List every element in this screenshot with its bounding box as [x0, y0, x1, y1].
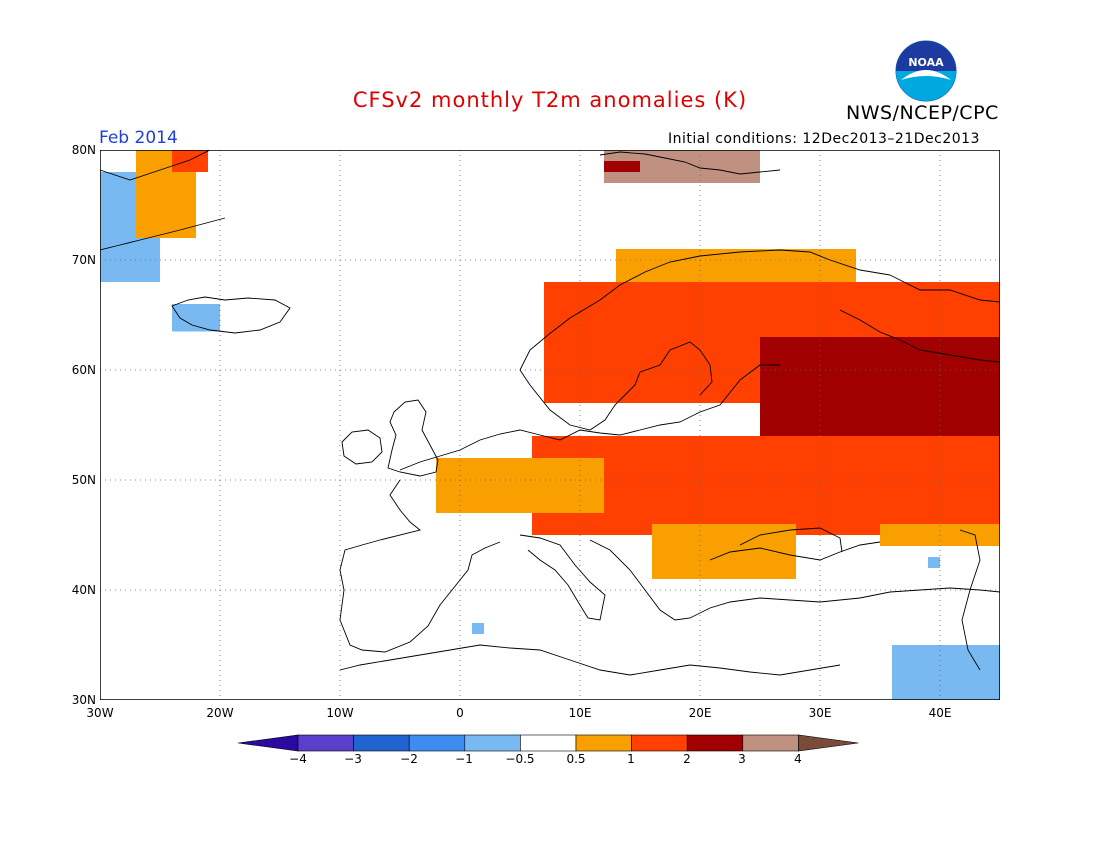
anomaly-region: [172, 304, 220, 332]
anomaly-region: [892, 645, 1000, 700]
legend-label-0-5: 0.5: [566, 752, 586, 766]
agency-label: NWS/NCEP/CPC: [846, 102, 999, 124]
legend-swatch: [353, 734, 410, 752]
legend-label-neg1: −1: [455, 752, 473, 766]
lon-label-30w: 30W: [86, 706, 114, 720]
legend-swatch: [631, 734, 688, 752]
lon-label-10e: 10E: [568, 706, 592, 720]
legend-swatch: [297, 734, 354, 752]
anomaly-region: [472, 623, 484, 634]
legend-label-1: 1: [627, 752, 635, 766]
lat-label-30n: 30N: [71, 693, 96, 707]
lat-label-40n: 40N: [71, 583, 96, 597]
forecast-period: Feb 2014: [99, 128, 178, 148]
legend-arrow-high: [798, 734, 859, 752]
gridlines: [100, 150, 1000, 700]
legend-label-3: 3: [738, 752, 746, 766]
lon-label-10w: 10W: [326, 706, 354, 720]
lat-label-70n: 70N: [71, 253, 96, 267]
legend-arrow-low: [237, 734, 299, 752]
lon-label-0: 0: [456, 706, 464, 720]
anomaly-region: [100, 249, 148, 282]
temperature-anomaly-map: [100, 150, 1000, 700]
coastlines: [100, 150, 1000, 676]
legend-swatch: [575, 734, 632, 752]
legend-swatch: [520, 734, 577, 752]
lat-label-60n: 60N: [71, 363, 96, 377]
anomaly-fill-layer: [100, 150, 1000, 700]
legend-label-neg3: −3: [344, 752, 362, 766]
anomaly-region: [928, 557, 940, 568]
legend-label-neg2: −2: [400, 752, 418, 766]
anomaly-region: [532, 436, 1000, 535]
map-title: CFSv2 monthly T2m anomalies (K): [352, 88, 748, 112]
lon-label-20w: 20W: [206, 706, 234, 720]
legend-label-2: 2: [683, 752, 691, 766]
lat-label-50n: 50N: [71, 473, 96, 487]
anomaly-region: [604, 161, 640, 172]
lon-label-30e: 30E: [808, 706, 832, 720]
legend-label-neg4: −4: [289, 752, 307, 766]
lat-label-80n: 80N: [71, 143, 96, 157]
legend-label-4: 4: [794, 752, 802, 766]
legend-swatch: [464, 734, 521, 752]
legend-swatch: [686, 734, 744, 752]
initial-conditions: Initial conditions: 12Dec2013–21Dec2013: [668, 131, 980, 147]
legend-swatch: [408, 734, 466, 752]
color-legend-bar: [237, 734, 859, 752]
legend-label-neg0-5: −0.5: [505, 752, 535, 766]
legend-swatch: [742, 734, 799, 752]
lon-label-40e: 40E: [928, 706, 952, 720]
noaa-logo: NOAA: [895, 40, 957, 102]
noaa-logo-text: NOAA: [908, 56, 944, 69]
anomaly-region: [436, 458, 604, 513]
lon-label-20e: 20E: [688, 706, 712, 720]
